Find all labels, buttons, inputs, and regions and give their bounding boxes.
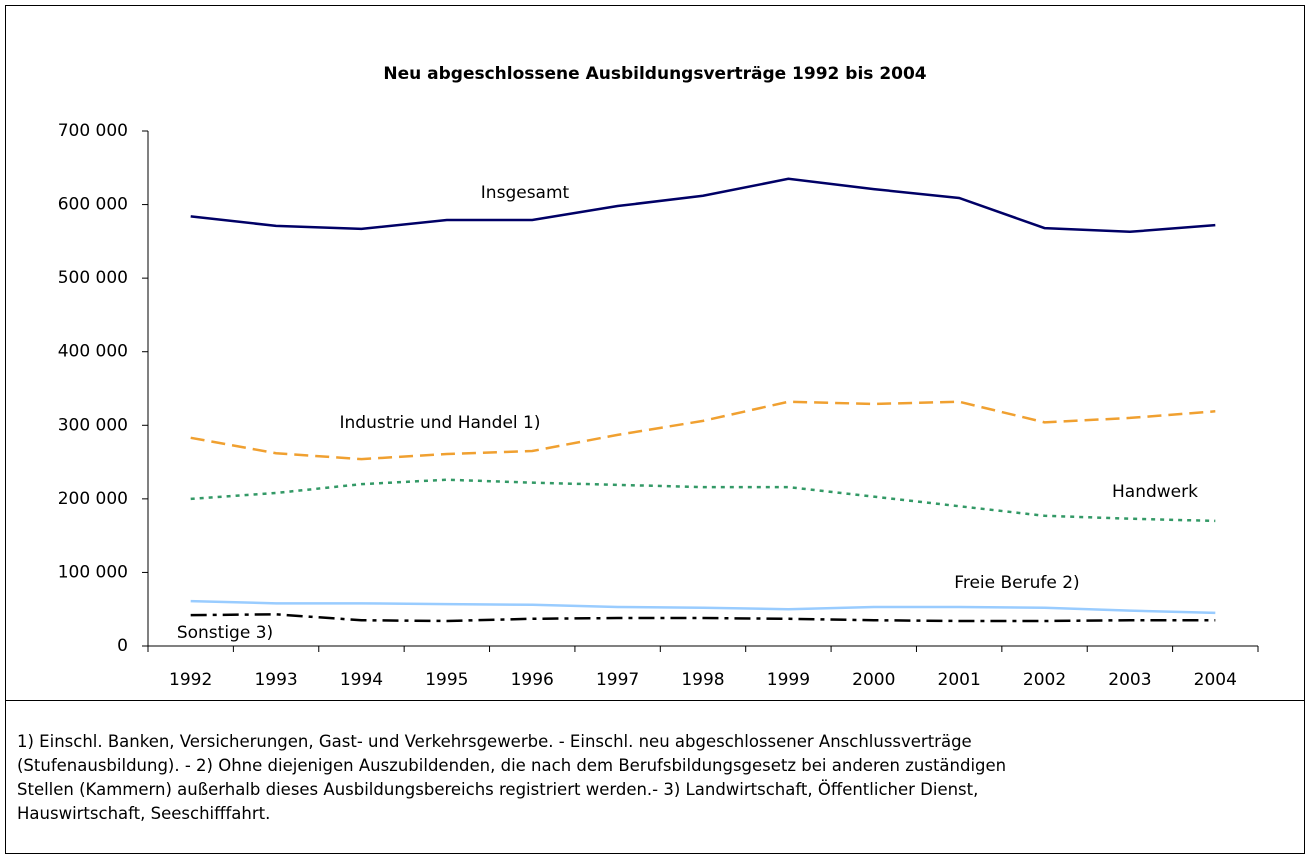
x-tick-label: 2001 — [938, 670, 981, 690]
series-label: Sonstige 3) — [177, 623, 273, 643]
y-tick-label: 700 000 — [58, 121, 128, 141]
x-tick-label: 1999 — [767, 670, 810, 690]
series-label: Insgesamt — [481, 183, 570, 203]
line-series — [190, 478, 1216, 523]
line-series — [190, 177, 1216, 234]
footnote-line: Hauswirtschaft, Seeschifffahrt. — [17, 804, 271, 823]
x-tick-label: 2002 — [1023, 670, 1066, 690]
frame — [5, 5, 1305, 854]
chart-title: Neu abgeschlossene Ausbildungsverträge 1… — [383, 64, 926, 84]
y-tick-label: 0 — [117, 636, 128, 656]
series-label: Handwerk — [1112, 482, 1198, 502]
series-label: Industrie und Handel 1) — [340, 413, 541, 433]
footnote: 1) Einschl. Banken, Versicherungen, Gast… — [17, 730, 1297, 826]
y-tick-label: 200 000 — [58, 489, 128, 509]
y-tick-label: 400 000 — [58, 342, 128, 362]
line-series — [190, 400, 1216, 461]
line-series — [190, 599, 1216, 615]
x-tick-label: 2003 — [1108, 670, 1151, 690]
x-tick-label: 1996 — [511, 670, 554, 690]
line-series — [190, 613, 1216, 623]
x-tick-label: 1993 — [254, 670, 297, 690]
y-tick-label: 300 000 — [58, 415, 128, 435]
x-tick-label: 1995 — [425, 670, 468, 690]
footnote-line: (Stufenausbildung). - 2) Ohne diejenigen… — [17, 756, 1007, 775]
footnote-line: 1) Einschl. Banken, Versicherungen, Gast… — [17, 732, 972, 751]
x-tick-label: 1994 — [340, 670, 383, 690]
y-tick-label: 600 000 — [58, 195, 128, 215]
x-tick-label: 1992 — [169, 670, 212, 690]
x-tick-label: 2004 — [1194, 670, 1237, 690]
y-tick-label: 100 000 — [58, 562, 128, 582]
y-tick-label: 500 000 — [58, 268, 128, 288]
x-tick-label: 1998 — [681, 670, 724, 690]
x-tick-label: 1997 — [596, 670, 639, 690]
series-label: Freie Berufe 2) — [954, 573, 1079, 593]
footnote-line: Stellen (Kammern) außerhalb dieses Ausbi… — [17, 780, 979, 799]
x-tick-label: 2000 — [852, 670, 895, 690]
